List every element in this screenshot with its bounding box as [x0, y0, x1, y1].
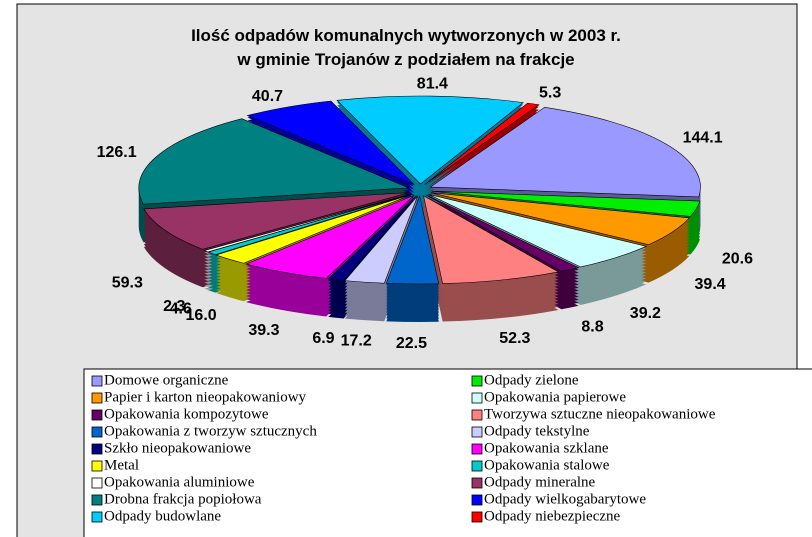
- legend-swatch: [91, 409, 103, 421]
- slice: [424, 102, 540, 185]
- legend-swatch: [471, 375, 483, 387]
- data-label: 17.2: [341, 333, 372, 350]
- legend-label: Domowe organiczne: [104, 372, 229, 388]
- data-label: 39.4: [695, 276, 726, 293]
- legend-swatch: [91, 477, 103, 489]
- slice: [215, 194, 413, 264]
- slice: [428, 194, 648, 268]
- chart-title: Ilość odpadów komunalnych wytworzonych w…: [191, 26, 621, 69]
- data-label: 40.7: [252, 88, 283, 105]
- data-label: 2.3: [163, 298, 185, 315]
- legend-label: Odpady mineralne: [484, 474, 596, 490]
- legend-label: Odpady budowlane: [104, 508, 221, 524]
- legend-label: Opakowania kompozytowe: [104, 406, 269, 422]
- legend-label: Opakowania papierowe: [484, 389, 626, 405]
- data-label: 39.2: [630, 305, 661, 322]
- data-label: 126.1: [97, 144, 137, 161]
- legend-swatch: [471, 494, 483, 506]
- slice: [430, 192, 691, 245]
- legend-label: Opakowania szklane: [484, 440, 609, 456]
- legend-label: Szkło nieopakowaniowe: [104, 440, 251, 456]
- legend-box: [83, 368, 812, 537]
- slice-side: [424, 105, 539, 187]
- legend-swatch: [91, 460, 103, 472]
- slice: [245, 194, 415, 279]
- legend-swatch: [471, 426, 483, 438]
- legend-swatch: [471, 460, 483, 472]
- legend-label: Odpady wielkogabarytowe: [484, 491, 646, 507]
- slice: [336, 95, 524, 185]
- legend-swatch: [91, 392, 103, 404]
- data-label: 39.3: [248, 322, 279, 339]
- legend-swatch: [91, 511, 103, 523]
- legend-swatch: [471, 409, 483, 421]
- slice: [431, 190, 701, 217]
- slice: [385, 194, 440, 285]
- legend-swatch: [91, 443, 103, 455]
- data-label: 52.3: [499, 330, 530, 347]
- slice: [138, 118, 409, 205]
- slice: [429, 106, 701, 198]
- legend-label: Opakowania aluminiowe: [104, 474, 255, 490]
- slice: [327, 195, 417, 281]
- slice: [344, 195, 418, 284]
- legend-swatch: [471, 443, 483, 455]
- data-label: 16.0: [186, 307, 217, 324]
- data-label: 59.3: [112, 275, 143, 292]
- slice: [143, 192, 410, 250]
- legend-label: Drobna frakcja popiołowa: [104, 491, 262, 507]
- data-label: 5.3: [539, 85, 561, 102]
- legend-swatch: [91, 494, 103, 506]
- data-label: 144.1: [683, 130, 723, 147]
- slice: [426, 194, 580, 272]
- legend-label: Odpady tekstylne: [484, 423, 590, 439]
- legend-swatch: [471, 511, 483, 523]
- legend-label: Papier i karton nieopakowaniowy: [104, 389, 307, 405]
- legend-swatch: [471, 477, 483, 489]
- data-label: 6.9: [312, 330, 334, 347]
- legend-label: Tworzywa sztuczne nieopakowaniowe: [484, 406, 716, 422]
- legend-label: Metal: [104, 457, 139, 473]
- slice-side: [424, 108, 539, 190]
- legend-swatch: [91, 375, 103, 387]
- legend-label: Odpady niebezpieczne: [484, 508, 621, 524]
- legend-label: Odpady zielone: [484, 372, 579, 388]
- data-label: 22.5: [396, 335, 427, 352]
- legend-label: Opakowania z tworzyw sztucznych: [104, 423, 317, 439]
- data-label: 81.4: [417, 76, 448, 93]
- data-label: 4.6: [170, 300, 192, 317]
- legend-swatch: [91, 426, 103, 438]
- slice: [423, 195, 560, 284]
- data-label: 20.6: [722, 250, 753, 267]
- slice: [246, 100, 415, 185]
- data-label: 8.8: [581, 319, 603, 336]
- legend-swatch: [471, 392, 483, 404]
- slice: [207, 193, 412, 255]
- legend-label: Opakowania stalowe: [484, 457, 610, 473]
